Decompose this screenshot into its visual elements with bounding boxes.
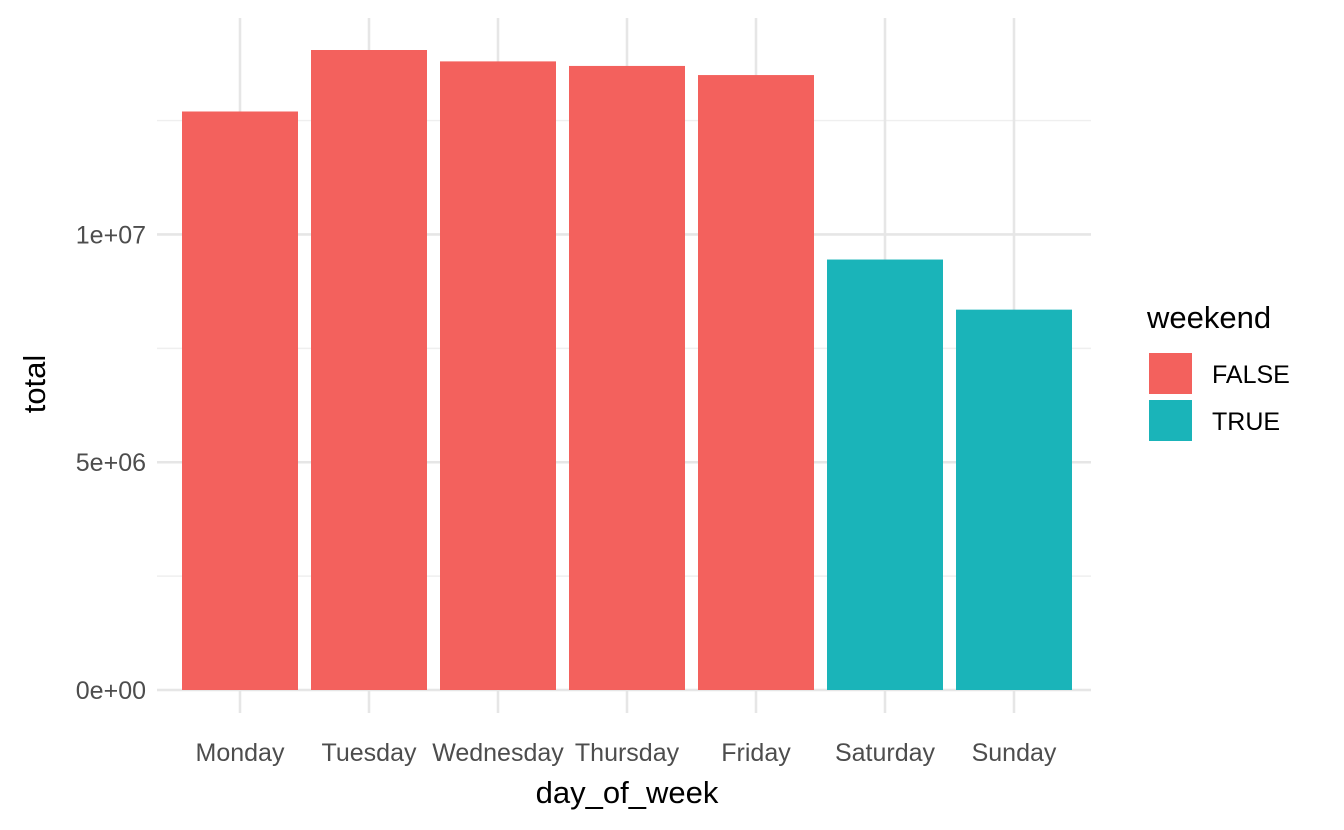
x-tick-label: Thursday xyxy=(575,739,680,767)
x-tick-label: Tuesday xyxy=(322,739,417,767)
x-tick-label: Monday xyxy=(196,739,285,767)
x-axis-title: day_of_week xyxy=(536,775,719,810)
y-tick-label: 5e+06 xyxy=(76,449,146,477)
y-tick-label: 0e+00 xyxy=(76,677,146,705)
legend-title: weekend xyxy=(1146,300,1271,335)
y-axis-title: total xyxy=(17,355,52,414)
x-tick-label: Friday xyxy=(721,739,791,767)
y-axis-tick-labels: 0e+00 5e+06 1e+07 xyxy=(76,221,146,705)
y-tick-label: 1e+07 xyxy=(76,221,146,249)
bars xyxy=(182,50,1072,691)
bar-friday xyxy=(698,75,814,690)
legend-label-true: TRUE xyxy=(1212,408,1280,436)
bar-thursday xyxy=(569,65,685,691)
bar-sunday xyxy=(956,309,1072,690)
legend-key-false xyxy=(1149,353,1192,394)
bar-tuesday xyxy=(311,50,427,690)
legend: weekend FALSE TRUE xyxy=(1146,300,1290,441)
x-tick-label: Sunday xyxy=(972,739,1057,767)
x-tick-label: Wednesday xyxy=(432,739,564,767)
legend-key-true xyxy=(1149,400,1192,441)
bar-monday xyxy=(182,111,298,691)
legend-label-false: FALSE xyxy=(1212,361,1290,389)
x-axis-tick-labels: Monday Tuesday Wednesday Thursday Friday Satu… xyxy=(196,739,1057,767)
bar-wednesday xyxy=(440,61,556,691)
x-tick-label: Saturday xyxy=(835,739,936,767)
legend-items: FALSE TRUE xyxy=(1149,353,1290,441)
bar-saturday xyxy=(827,259,943,690)
